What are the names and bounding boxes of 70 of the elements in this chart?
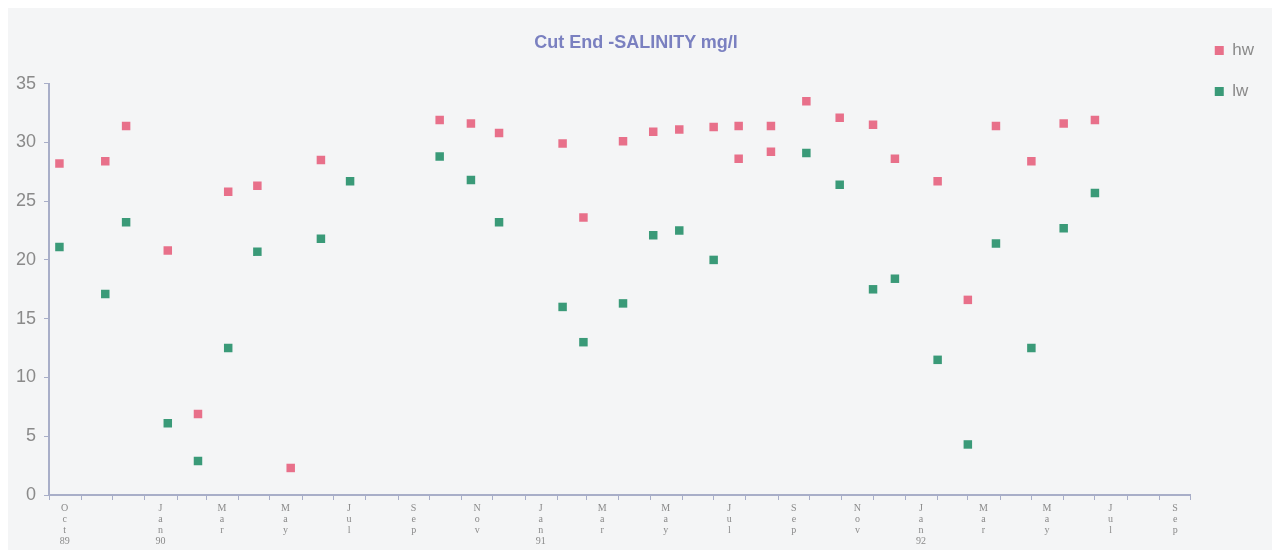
x-tick-label: Nov (473, 502, 481, 536)
point (558, 139, 567, 148)
x-tick-label: Jul (1108, 502, 1114, 536)
point (435, 115, 444, 125)
point (802, 96, 811, 106)
point (163, 419, 173, 428)
x-tick-label: Jan 91 (535, 502, 546, 547)
point (835, 180, 844, 189)
point (579, 213, 588, 222)
point (709, 255, 718, 265)
point (253, 181, 262, 191)
point (675, 125, 684, 134)
point (734, 154, 743, 164)
x-tick-label: Jul (726, 502, 732, 536)
x-tick-label: May (661, 502, 671, 536)
x-tick-label: Mar (597, 502, 607, 536)
x-tick-label: Jan 90 (155, 502, 166, 547)
point (466, 119, 476, 128)
y-tick-label: 15 (15, 307, 37, 328)
point (163, 246, 173, 255)
point (558, 302, 567, 312)
point (55, 159, 64, 168)
point (494, 218, 504, 227)
point (1059, 119, 1068, 128)
point (223, 187, 233, 196)
x-tick-label: Sep (410, 502, 417, 536)
point (286, 463, 295, 473)
point (675, 226, 684, 235)
x-tick-label: Sep (791, 502, 797, 536)
legend-label: hw (1232, 40, 1255, 60)
point (991, 239, 1001, 248)
legend-label: lw (1232, 81, 1250, 101)
point (802, 148, 811, 158)
point (1027, 156, 1036, 166)
point (1027, 343, 1036, 353)
x-tick-label: Nov (853, 502, 862, 536)
point (835, 113, 844, 122)
point (101, 156, 110, 166)
point (101, 289, 110, 299)
x-tick-label: Sep (1172, 502, 1178, 536)
x-tick-label: Jan 92 (915, 502, 926, 547)
y-tick-label: 35 (15, 72, 37, 93)
point (868, 285, 878, 294)
point (618, 299, 628, 308)
point (579, 337, 588, 347)
y-tick-label: 30 (15, 131, 37, 152)
point (890, 274, 900, 283)
chart-title: Cut End -SALINITY mg/l (534, 31, 738, 52)
point (55, 242, 64, 252)
point (933, 176, 942, 186)
x-tick-label: Mar (979, 502, 989, 536)
point (709, 122, 718, 132)
y-tick-label: 20 (15, 248, 37, 269)
y-tick-label: 25 (15, 190, 37, 211)
point (435, 152, 444, 161)
y-tick-label: 0 (26, 483, 37, 504)
x-tick-label: Oct 89 (59, 502, 70, 547)
point (1059, 223, 1068, 233)
x-tick-label: May (281, 502, 291, 536)
point (963, 440, 973, 449)
y-tick-label: 10 (15, 366, 37, 387)
y-tick-label: 5 (26, 425, 37, 446)
x-tick-label: Jul (346, 502, 352, 536)
point (121, 218, 131, 227)
point (868, 120, 878, 129)
point (933, 355, 942, 365)
point (734, 121, 743, 131)
x-tick-label: Mar (217, 502, 227, 536)
point (253, 247, 262, 256)
x-tick-label: May (1042, 502, 1052, 536)
